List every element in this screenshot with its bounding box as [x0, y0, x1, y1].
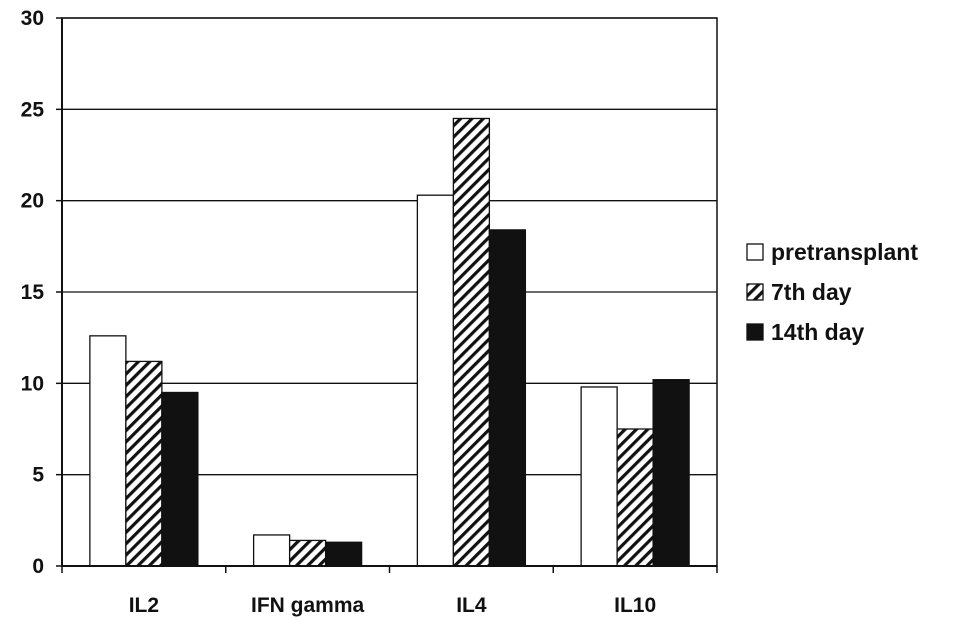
y-tick-label-4: 20	[21, 190, 44, 213]
bar-1-4	[580, 386, 618, 567]
legend-swatch-3	[746, 323, 764, 341]
y-tick-label-3: 15	[21, 281, 45, 304]
legend-label-1: pretransplant	[771, 239, 918, 265]
bar-3-2	[324, 541, 363, 567]
bar-2-4	[616, 428, 654, 567]
legend-label-2: 7th day	[771, 279, 852, 305]
bar-2-1	[125, 360, 163, 567]
y-axis-ticks: 0 5 10 15 20 25 30	[21, 7, 62, 578]
legend-label-3: 14th day	[771, 319, 865, 345]
bar-2-3	[452, 117, 491, 567]
x-category-label-1: IL2	[129, 594, 159, 617]
legend-swatch-2	[746, 283, 764, 301]
legend-swatch-1	[746, 243, 764, 261]
bar-3-3	[488, 229, 527, 567]
x-category-label-2: IFN gamma	[251, 594, 365, 617]
bar-1-3	[416, 194, 455, 567]
bars	[89, 117, 690, 567]
bar-2-2	[288, 539, 327, 567]
bar-1-2	[252, 534, 291, 567]
bar-3-4	[652, 379, 690, 567]
y-tick-label-0: 0	[32, 555, 44, 578]
x-category-label-4: IL10	[614, 594, 656, 617]
x-category-label-3: IL4	[456, 594, 487, 617]
y-tick-label-5: 25	[21, 98, 45, 121]
y-tick-label-6: 30	[21, 7, 44, 30]
x-axis-categories: IL2 IFN gamma IL4 IL10	[61, 566, 718, 617]
y-tick-label-2: 10	[21, 372, 44, 395]
y-tick-label-1: 5	[32, 464, 44, 487]
legend: pretransplant 7th day 14th day	[746, 239, 918, 345]
bar-3-1	[161, 391, 199, 567]
bar-1-1	[89, 335, 127, 567]
